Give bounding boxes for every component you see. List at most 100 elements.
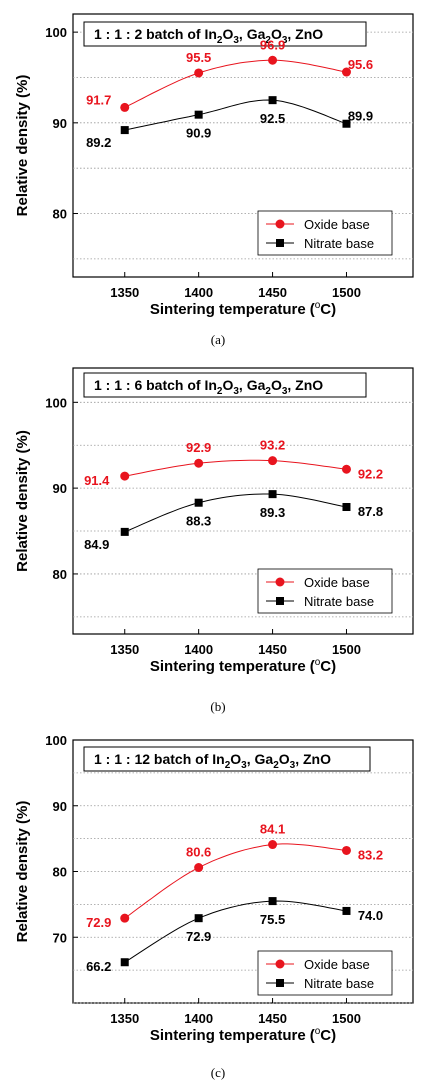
data-point-nitrate xyxy=(268,490,277,499)
plot-frame xyxy=(72,13,414,278)
y-tick-label: 80 xyxy=(53,865,67,880)
data-label: 89.9 xyxy=(348,109,373,124)
x-tick-label: 1350 xyxy=(110,285,139,300)
data-label: 89.3 xyxy=(260,505,285,520)
data-label: 84.1 xyxy=(260,822,285,837)
data-label: 90.9 xyxy=(186,126,211,141)
data-label: 92.5 xyxy=(260,111,285,126)
chart-title-part: O xyxy=(222,26,233,42)
plot-frame xyxy=(72,367,414,635)
y-tick-label: 90 xyxy=(53,799,67,814)
y-axis-title: Relative density (%) xyxy=(14,430,31,572)
chart-title-subscript: 3 xyxy=(233,386,239,397)
legend-label: Nitrate base xyxy=(304,976,374,991)
data-label: 91.7 xyxy=(86,92,111,107)
y-tick-label: 90 xyxy=(53,481,67,496)
figure-caption: (b) xyxy=(210,699,225,714)
legend-marker-circle xyxy=(275,959,285,969)
data-label: 95.6 xyxy=(348,57,373,72)
data-point-oxide xyxy=(341,845,351,855)
chart-title-subscript: 2 xyxy=(265,35,271,46)
data-point-oxide xyxy=(194,458,204,468)
x-axis-unit-degree: o xyxy=(315,300,321,311)
legend-box xyxy=(257,210,393,256)
chart-title-part: 1 : 1 : 6 batch of In xyxy=(94,377,217,393)
x-axis-unit-degree: o xyxy=(315,1026,321,1037)
chart-title-subscript: 2 xyxy=(217,386,223,397)
legend-marker-circle xyxy=(275,219,285,229)
series-line xyxy=(124,843,347,919)
legend-label: Oxide base xyxy=(304,217,370,232)
legend-label: Oxide base xyxy=(304,957,370,972)
x-tick-label: 1400 xyxy=(184,1011,213,1026)
x-tick-label: 1500 xyxy=(332,1011,361,1026)
chart-panel: 80 90 100 1350 1400 1450 1500 Relative density … xyxy=(14,13,414,347)
data-point-nitrate xyxy=(194,498,203,507)
x-axis-unit-open: ( xyxy=(310,301,315,318)
chart-title: 1 : 1 : 2 batch of In2O3, Ga2O3, ZnO xyxy=(94,26,323,46)
x-axis-title-text: Sintering temperature xyxy=(150,1027,306,1044)
figure-caption: (a) xyxy=(211,332,225,347)
x-tick-label: 1400 xyxy=(184,642,213,657)
data-label: 87.8 xyxy=(358,504,383,519)
data-label: 95.5 xyxy=(186,50,211,65)
chart-title-subscript: 2 xyxy=(273,760,279,771)
data-point-nitrate xyxy=(120,527,129,536)
chart-title-part: 1 : 1 : 12 batch of In xyxy=(94,751,225,767)
chart-title-subscript: 2 xyxy=(265,386,271,397)
chart-title-subscript: 3 xyxy=(282,35,288,46)
series-line xyxy=(124,99,347,131)
chart-title-part: , ZnO xyxy=(295,751,331,767)
y-tick-label: 100 xyxy=(45,733,67,748)
y-tick-label: 100 xyxy=(45,25,67,40)
data-point-nitrate xyxy=(342,906,351,915)
data-point-nitrate xyxy=(194,914,203,923)
data-label: 91.4 xyxy=(84,473,110,488)
y-tick-label: 100 xyxy=(45,395,67,410)
x-tick-label: 1350 xyxy=(110,642,139,657)
data-point-oxide xyxy=(268,840,278,850)
data-label: 66.2 xyxy=(86,959,111,974)
x-tick-label: 1500 xyxy=(332,642,361,657)
data-point-nitrate xyxy=(120,126,129,135)
x-axis-unit-open: ( xyxy=(310,658,315,675)
chart-title-part: , Ga xyxy=(239,26,266,42)
data-label: 72.9 xyxy=(186,929,211,944)
data-point-nitrate xyxy=(194,110,203,119)
x-tick-label: 1450 xyxy=(258,642,287,657)
data-label: 75.5 xyxy=(260,912,285,927)
chart-title-box xyxy=(83,372,367,398)
x-axis-title: Sintering temperature (oC) xyxy=(150,1026,336,1044)
x-axis-title-text: Sintering temperature xyxy=(150,658,306,675)
data-point-oxide xyxy=(341,464,351,474)
y-axis-title: Relative density (%) xyxy=(14,801,31,943)
x-tick-label: 1450 xyxy=(258,1011,287,1026)
chart-title-part: , ZnO xyxy=(287,26,323,42)
legend-marker-square xyxy=(276,979,284,987)
chart-title-part: , Ga xyxy=(239,377,266,393)
chart-title-box xyxy=(83,746,371,772)
y-tick-label: 80 xyxy=(53,207,67,222)
chart-panel: 70 80 90 100 1350 1400 1450 1500 Relative densit… xyxy=(14,733,414,1080)
legend-box xyxy=(257,568,393,614)
chart-title: 1 : 1 : 6 batch of In2O3, Ga2O3, ZnO xyxy=(94,377,323,397)
x-axis-unit-open: ( xyxy=(310,1027,315,1044)
legend-label: Nitrate base xyxy=(304,594,374,609)
chart-title-subscript: 3 xyxy=(282,386,288,397)
x-axis-title-text: Sintering temperature xyxy=(150,301,306,318)
chart-title-box xyxy=(83,21,367,47)
chart-title-part: , ZnO xyxy=(287,377,323,393)
data-point-nitrate xyxy=(342,503,351,512)
data-point-oxide xyxy=(341,67,351,77)
x-tick-label: 1500 xyxy=(332,285,361,300)
legend-marker-square xyxy=(276,239,284,247)
data-label: 96.9 xyxy=(260,37,285,52)
data-point-nitrate xyxy=(268,96,277,105)
legend-box xyxy=(257,950,393,996)
data-label: 89.2 xyxy=(86,135,111,150)
data-point-nitrate xyxy=(120,958,129,967)
x-axis-unit-close: C) xyxy=(320,1027,336,1044)
chart-title-part: O xyxy=(230,751,241,767)
legend-label: Oxide base xyxy=(304,575,370,590)
data-point-oxide xyxy=(120,102,130,112)
